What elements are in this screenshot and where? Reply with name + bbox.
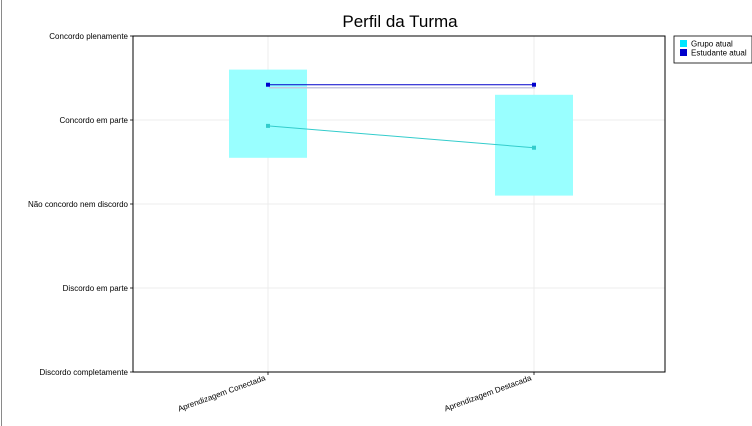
range-bands <box>229 70 573 196</box>
y-tick-label: Concordo em parte <box>60 116 129 125</box>
x-tick-label: Aprendizagem Conectada <box>177 373 268 413</box>
legend-label: Grupo atual <box>691 40 733 49</box>
legend-label: Estudante atual <box>691 49 747 58</box>
y-axis: Discordo completamente Discordo em parte N… <box>28 32 133 377</box>
y-tick-label: Discordo em parte <box>63 284 129 293</box>
data-point <box>266 124 270 128</box>
data-point <box>532 83 536 87</box>
x-axis: Aprendizagem Conectada Aprendizagem Desta… <box>177 372 534 414</box>
y-tick-label: Discordo completamente <box>40 368 129 377</box>
x-tick-label: Aprendizagem Destacada <box>443 373 533 413</box>
y-tick-label: Concordo plenamente <box>49 32 128 41</box>
grid <box>133 36 665 372</box>
data-point <box>532 146 536 150</box>
chart-title: Perfil da Turma <box>342 12 458 31</box>
data-point <box>266 83 270 87</box>
y-tick-label: Não concordo nem discordo <box>28 200 129 209</box>
legend-swatch <box>680 49 687 56</box>
legend-swatch <box>680 40 687 47</box>
series-line <box>268 126 534 148</box>
